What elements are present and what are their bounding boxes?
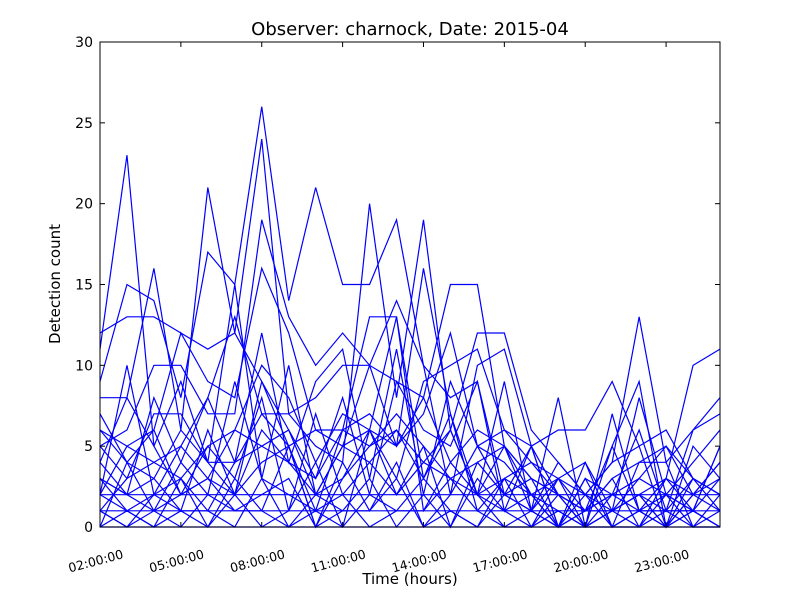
series-line-25 — [99, 396, 721, 512]
y-tick-label: 5 — [84, 439, 93, 455]
x-tick-label: 20:00:00 — [552, 546, 610, 575]
series-line-6 — [99, 266, 721, 496]
y-tick-label: 10 — [75, 358, 93, 374]
x-tick-label: 02:00:00 — [67, 546, 125, 575]
series-line-7 — [99, 299, 721, 528]
x-tick-label: 17:00:00 — [471, 546, 529, 575]
series-lines — [99, 106, 721, 529]
x-tick-label: 23:00:00 — [633, 546, 691, 575]
series-line-12 — [99, 395, 721, 529]
series-line-3 — [99, 268, 721, 529]
y-axis-label: Detection count — [46, 224, 64, 344]
x-tick-label: 05:00:00 — [148, 546, 206, 575]
series-line-13 — [99, 412, 721, 529]
x-tick-label: 08:00:00 — [228, 546, 286, 575]
series-line-11 — [99, 379, 721, 528]
y-tick-label: 25 — [75, 116, 93, 132]
series-line-23 — [99, 428, 721, 528]
y-tick-label: 20 — [75, 197, 93, 213]
y-tick-label: 30 — [75, 35, 93, 51]
plot-frame — [99, 41, 721, 528]
y-tick-label: 15 — [75, 278, 93, 294]
x-axis-label: Time (hours) — [361, 570, 457, 588]
y-tick-label: 0 — [84, 520, 93, 536]
chart-title: Observer: charnock, Date: 2015-04 — [251, 19, 569, 40]
series-line-1 — [99, 155, 721, 528]
x-tick-label: 11:00:00 — [309, 546, 367, 575]
series-line-24 — [99, 428, 721, 512]
